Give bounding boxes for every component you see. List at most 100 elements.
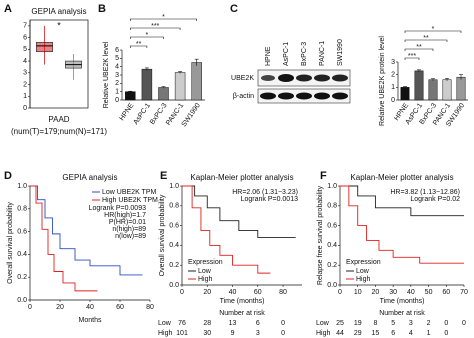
legend-label: Low UBE2K TPM (102, 189, 157, 196)
y-axis-label: Relative UBE2K protein level (379, 36, 386, 126)
risk-row-label: Low (158, 320, 172, 327)
bar (191, 62, 202, 101)
y-tick-label: 0.6 (327, 222, 337, 229)
significance: ** (423, 35, 429, 42)
x-tick-label: 60 (254, 289, 262, 296)
y-tick-label: 3 (23, 70, 27, 77)
risk-value: 28 (203, 320, 211, 327)
risk-title: Number at risk (219, 310, 265, 317)
significance: * (57, 20, 61, 30)
band (314, 92, 330, 100)
risk-value: 15 (372, 330, 380, 337)
y-tick-label: 5 (23, 46, 27, 53)
x-axis-label: Months (79, 317, 102, 324)
band (296, 74, 312, 82)
survival-curve (340, 185, 464, 264)
legend-label: High (198, 276, 213, 283)
x-tick-label: 10 (354, 289, 362, 296)
x-axis-label: PAAD (48, 115, 69, 124)
significance: ** (416, 44, 422, 51)
chart-title: GEPIA analysis (31, 7, 86, 16)
x-tick-label: 40 (229, 289, 237, 296)
risk-value: 1 (427, 330, 431, 337)
y-axis-label: Relative UBE2K level (103, 41, 110, 108)
risk-value: 4 (409, 330, 413, 337)
legend-label: High (356, 276, 371, 283)
risk-title: Number at risk (379, 310, 425, 317)
bar (174, 72, 186, 101)
chart-title: Kaplan-Meier plotter analysis (350, 173, 453, 182)
risk-value: 0 (444, 320, 448, 327)
significance: *** (151, 23, 159, 30)
legend-label: Low (198, 268, 212, 275)
survival-curve (30, 185, 143, 276)
y-tick-label: 0.8 (169, 203, 179, 210)
bar (158, 87, 169, 101)
risk-value: 0 (444, 330, 448, 337)
risk-value: 3 (409, 320, 413, 327)
annotation: HR(high)=1.7 (104, 212, 146, 219)
risk-value: 5 (391, 320, 395, 327)
x-tick-label: 70 (460, 289, 468, 296)
bar (141, 68, 153, 101)
significance-bracket (404, 30, 462, 33)
risk-row-label: Low (316, 320, 330, 327)
survival-curve (30, 185, 98, 292)
significance: * (432, 26, 435, 33)
y-tick-label: 0.2 (327, 262, 337, 269)
risk-value: 19 (354, 320, 362, 327)
band (314, 74, 330, 82)
subtitle: (num(T)=179;num(N)=171) (11, 127, 107, 136)
risk-value: 0 (462, 320, 466, 327)
x-tick-label: 20 (372, 289, 380, 296)
significance-bracket (404, 57, 420, 60)
legend-title: Expression (188, 259, 223, 266)
panel-label: B (98, 3, 106, 15)
band (332, 74, 348, 82)
y-tick-label: 0 (23, 105, 27, 112)
band (278, 92, 294, 100)
significance-bracket (130, 36, 164, 39)
panel-label: E (160, 170, 167, 182)
y-tick-label: 0.6 (17, 228, 27, 235)
significance-bracket (130, 18, 197, 21)
significance-bracket (404, 48, 434, 51)
y-tick-label: 1.0 (327, 183, 337, 190)
y-tick-label: 2 (23, 81, 27, 88)
band (278, 74, 294, 82)
x-tick-label: 20 (203, 289, 211, 296)
y-tick-label: 5 (115, 55, 119, 62)
y-tick-label: 0.0 (169, 282, 179, 289)
x-tick-label: 0 (180, 289, 184, 296)
significance: * (162, 14, 165, 21)
significance: *** (408, 53, 416, 60)
x-axis-label: Time (months) (220, 298, 265, 305)
risk-value: 29 (354, 330, 362, 337)
bar (400, 87, 410, 101)
risk-value: 6 (256, 320, 260, 327)
legend-title: Expression (346, 259, 381, 266)
bar (428, 79, 438, 101)
y-tick-label: 0.2 (17, 274, 27, 281)
x-axis-label: Time (months) (380, 298, 425, 305)
risk-value: 2 (427, 320, 431, 327)
risk-value: 30 (203, 330, 211, 337)
lane-label: HPNE (265, 46, 272, 66)
y-tick-label: 0.8 (327, 203, 337, 210)
y-tick-label: 3 (391, 59, 395, 66)
x-tick-label: 40 (407, 289, 415, 296)
risk-value: 25 (336, 320, 344, 327)
y-tick-label: 0.0 (17, 297, 27, 304)
annotation: Logrank P=0.02 (410, 196, 460, 203)
annotation: P(HR)=0.01 (109, 219, 146, 226)
bar (125, 91, 136, 101)
significance-bracket (404, 39, 448, 42)
x-tick-label: 40 (86, 304, 94, 311)
survival-curve (182, 185, 296, 238)
panel-label: C (230, 3, 238, 15)
risk-value: 13 (229, 320, 237, 327)
x-tick-label: 80 (146, 304, 154, 311)
risk-value: 8 (373, 320, 377, 327)
y-tick-label: 1.0 (17, 183, 27, 190)
